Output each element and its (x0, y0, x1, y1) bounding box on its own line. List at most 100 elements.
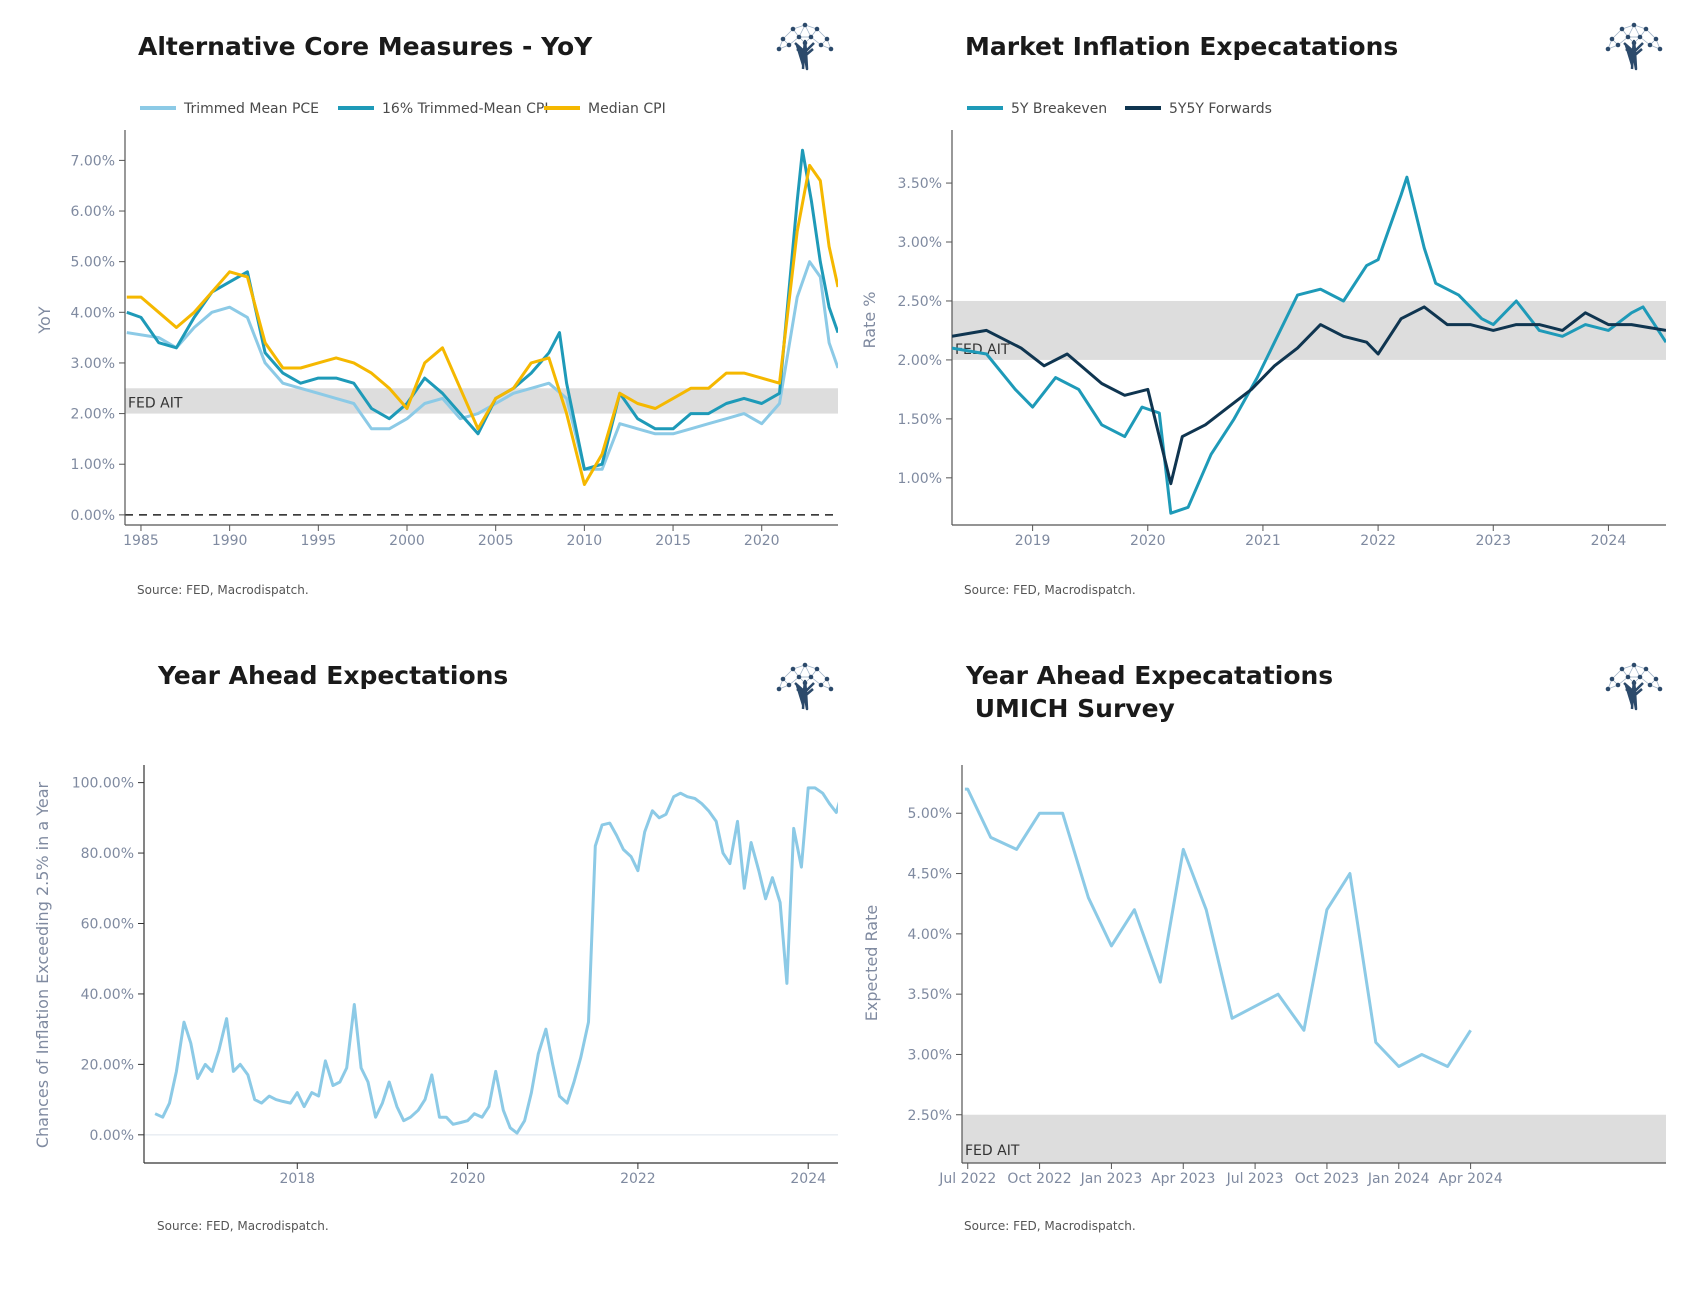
source-note: Source: FED, Macrodispatch. (157, 1219, 329, 1233)
y-tick-label: 2.00% (898, 353, 942, 369)
logo-tree-icon (776, 22, 834, 71)
y-tick-label: 100.00% (72, 776, 134, 792)
x-tick-label: 2020 (744, 533, 780, 549)
chart-umich: Year Ahead Expecatations UMICH Survey FE… (862, 661, 1666, 1233)
x-tick-label: 2023 (1475, 533, 1511, 549)
x-tick-label: 2005 (478, 533, 514, 549)
fed-ait-band (952, 300, 1666, 360)
x-tick-label: 2022 (620, 1171, 656, 1187)
plot-area: FED AIT 1.00% 1.50% 2.00% 2.50% 3.00% 3.50% 201… (898, 130, 1666, 549)
y-tick-label: 3.00% (71, 356, 115, 372)
legend-label-trimmed-mean-cpi: 16% Trimmed-Mean CPI (382, 101, 548, 117)
x-tick-label: 2021 (1245, 533, 1281, 549)
y-tick-label: 3.00% (898, 235, 942, 251)
y-tick-label: 0.00% (71, 508, 115, 524)
logo-tree-icon (1605, 22, 1663, 71)
legend-label-5y-breakeven: 5Y Breakeven (1011, 101, 1107, 117)
y-tick-label: 5.00% (908, 806, 952, 822)
x-tick-label: 2024 (1591, 533, 1627, 549)
chart-market-expectations: Market Inflation Expecatations 5Y Breake… (860, 22, 1666, 597)
source-note: Source: FED, Macrodispatch. (964, 583, 1136, 597)
y-tick-label: 5.00% (71, 255, 115, 271)
x-tick-label: 1995 (301, 533, 337, 549)
plot-area: FED AIT 0.00% 1.00% 2.00% 3.00% 4.00% 5.00% 6.0… (71, 130, 838, 549)
chart-title-line2: UMICH Survey (966, 694, 1175, 723)
x-tick-label: Oct 2023 (1295, 1171, 1359, 1187)
y-tick-label: 3.50% (898, 176, 942, 192)
series-line-expected-rate (964, 787, 1472, 1068)
series-line-trimmed-mean-pce (126, 260, 838, 471)
y-tick-label: 6.00% (71, 204, 115, 220)
y-tick-label: 4.00% (908, 927, 952, 943)
x-tick-label: Apr 2023 (1151, 1171, 1215, 1187)
legend: 5Y Breakeven 5Y5Y Forwards (967, 101, 1272, 117)
chart-year-ahead: Year Ahead Expectations 0.00% 20.00% 40.00… (33, 661, 838, 1233)
y-tick-label: 40.00% (81, 987, 134, 1003)
chart-title: Year Ahead Expecatations (965, 661, 1333, 690)
x-tick-label: 2018 (279, 1171, 315, 1187)
legend-label-5y5y-forwards: 5Y5Y Forwards (1169, 101, 1272, 117)
x-tick-label: Jan 2024 (1367, 1171, 1430, 1187)
y-tick-label: 80.00% (81, 846, 134, 862)
series-line-chances (154, 786, 838, 1135)
x-tick-label: Jan 2023 (1080, 1171, 1143, 1187)
y-axis-label: Expected Rate (862, 905, 881, 1021)
x-tick-label: Oct 2022 (1007, 1171, 1071, 1187)
y-tick-label: 1.00% (71, 457, 115, 473)
x-tick-label: 2019 (1015, 533, 1051, 549)
x-tick-label: 2022 (1360, 533, 1396, 549)
x-tick-label: 2010 (567, 533, 603, 549)
logo-tree-icon (1605, 662, 1663, 711)
fed-ait-label: FED AIT (955, 342, 1010, 358)
y-tick-label: 3.50% (908, 987, 952, 1003)
y-tick-label: 1.50% (898, 412, 942, 428)
y-tick-label: 3.00% (908, 1047, 952, 1063)
y-tick-label: 1.00% (898, 471, 942, 487)
x-tick-label: 2020 (1130, 533, 1166, 549)
x-tick-label: 2000 (389, 533, 425, 549)
y-tick-label: 2.50% (898, 294, 942, 310)
fed-ait-label: FED AIT (965, 1143, 1020, 1159)
x-tick-label: Jul 2022 (938, 1171, 996, 1187)
x-tick-label: 2015 (655, 533, 691, 549)
fed-ait-band (962, 1114, 1666, 1163)
y-tick-label: 2.50% (908, 1108, 952, 1124)
series-line-median-cpi (126, 163, 838, 486)
x-tick-label: Apr 2024 (1438, 1171, 1502, 1187)
y-tick-label: 2.00% (71, 407, 115, 423)
chart-core-measures: Alternative Core Measures - YoY Trimmed … (35, 22, 838, 597)
y-axis-label: YoY (35, 306, 54, 334)
y-axis-label: Chances of Inflation Exceeding 2.5% in a… (33, 781, 52, 1148)
series-line-5y5y-forwards (952, 305, 1666, 486)
logo-tree-icon (776, 662, 834, 711)
x-tick-label: 2020 (450, 1171, 486, 1187)
x-tick-label: 2024 (790, 1171, 826, 1187)
legend-label-trimmed-mean-pce: Trimmed Mean PCE (183, 101, 319, 117)
y-tick-label: 4.00% (71, 305, 115, 321)
y-tick-label: 7.00% (71, 153, 115, 169)
panel-core-measures: Alternative Core Measures - YoY Trimmed … (0, 0, 848, 645)
panel-market-expectations: Market Inflation Expecatations 5Y Breake… (849, 0, 1697, 645)
plot-area: 0.00% 20.00% 40.00% 60.00% 80.00% 100.00% 2018… (72, 765, 838, 1187)
chart-title: Market Inflation Expecatations (965, 32, 1398, 61)
legend: Trimmed Mean PCE 16% Trimmed-Mean CPI Me… (140, 101, 666, 117)
series-line-5y-breakeven (952, 175, 1666, 515)
y-tick-label: 20.00% (81, 1057, 134, 1073)
chart-title: Year Ahead Expectations (157, 661, 508, 690)
legend-label-median-cpi: Median CPI (588, 101, 666, 117)
panel-year-ahead: Year Ahead Expectations 0.00% 20.00% 40.00… (0, 645, 848, 1290)
fed-ait-band (125, 388, 838, 414)
x-tick-label: Jul 2023 (1226, 1171, 1284, 1187)
x-tick-label: 1985 (123, 533, 159, 549)
panel-umich: Year Ahead Expecatations UMICH Survey FE… (849, 645, 1697, 1290)
y-tick-label: 0.00% (90, 1128, 134, 1144)
y-tick-label: 4.50% (908, 867, 952, 883)
x-tick-label: 1990 (212, 533, 248, 549)
y-tick-label: 60.00% (81, 916, 134, 932)
y-axis-label: Rate % (860, 292, 879, 349)
chart-title: Alternative Core Measures - YoY (138, 32, 593, 61)
plot-area: FED AIT 2.50% 3.00% 3.50% 4.00% 4.50% 5.00% Jul… (908, 765, 1666, 1187)
source-note: Source: FED, Macrodispatch. (137, 583, 309, 597)
fed-ait-label: FED AIT (128, 396, 183, 412)
source-note: Source: FED, Macrodispatch. (964, 1219, 1136, 1233)
